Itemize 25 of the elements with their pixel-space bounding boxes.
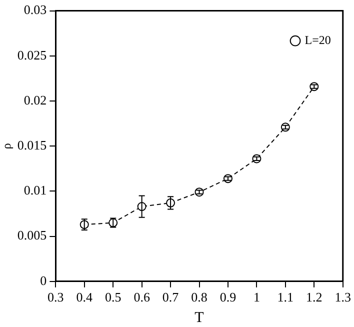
- y-tick-label: 0.025: [17, 47, 47, 62]
- x-tick-label: 0.3: [48, 290, 64, 305]
- y-tick-label: 0.02: [24, 92, 47, 108]
- y-tick-label: 0.005: [17, 228, 47, 243]
- point: [280, 122, 290, 132]
- x-tick-label: 1.1: [277, 290, 294, 305]
- y-tick-label: 0.03: [24, 2, 47, 18]
- x-tick-label: 0.7: [162, 290, 180, 305]
- x-axis-title: T: [194, 310, 204, 326]
- y-axis-title: ρ: [0, 143, 14, 150]
- legend-label: L=20: [304, 32, 331, 47]
- x-tick-label: 0.9: [220, 290, 236, 305]
- x-tick-label: 1.3: [334, 290, 351, 305]
- point: [223, 174, 232, 184]
- y-tick-label: 0.015: [17, 138, 47, 153]
- y-tick-label: 0: [40, 272, 47, 288]
- x-tick-label: 0.4: [76, 290, 93, 305]
- x-tick-label: 0.6: [134, 290, 150, 305]
- point: [310, 82, 319, 92]
- x-tick-label: 0.5: [104, 290, 122, 305]
- x-tick-label: 0.8: [191, 290, 208, 305]
- point: [194, 188, 204, 197]
- x-tick-label: 1: [253, 290, 260, 305]
- x-tick-label: 1.2: [306, 290, 322, 305]
- y-tick-label: 0.01: [24, 182, 47, 198]
